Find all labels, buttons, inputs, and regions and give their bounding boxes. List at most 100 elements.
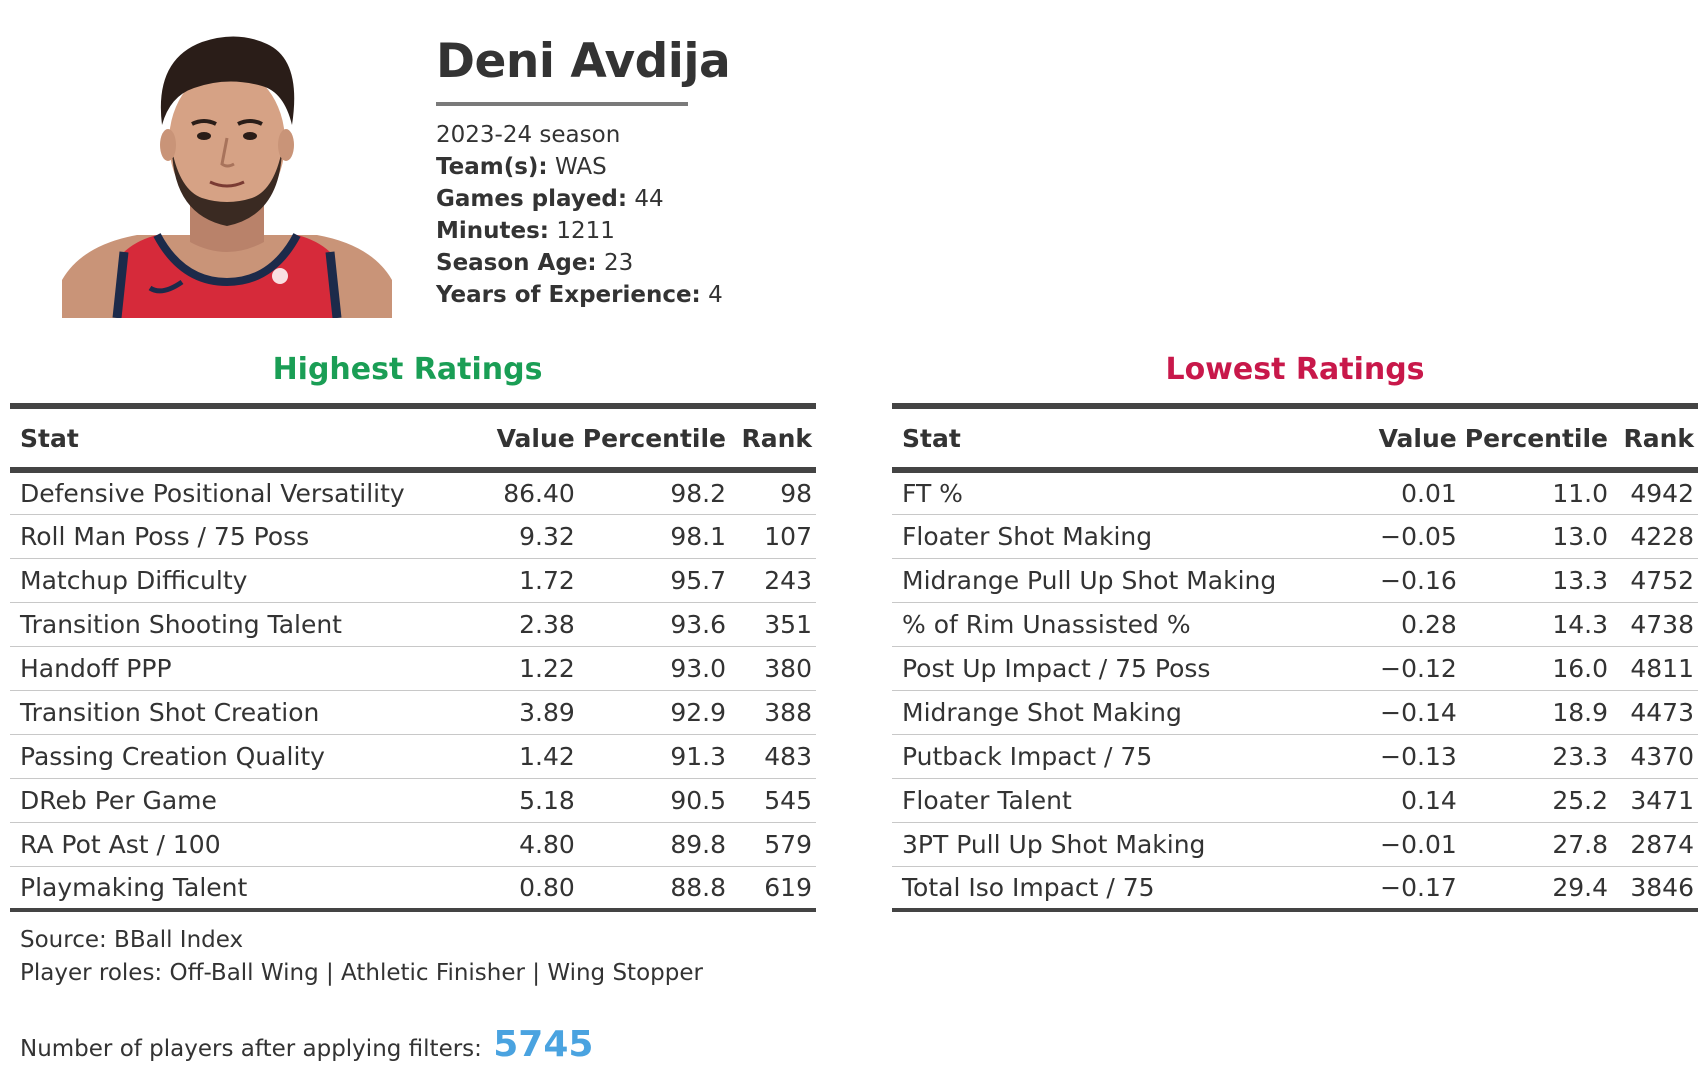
bio-label: Games played:: [436, 186, 628, 212]
cell-stat: Midrange Shot Making: [892, 690, 1333, 735]
player-count-line: Number of players after applying filters…: [20, 1024, 593, 1065]
cell-value: 1.22: [450, 646, 579, 691]
header-rank: Rank: [1612, 403, 1698, 473]
cell-percentile: 27.8: [1460, 822, 1612, 867]
bio-value: 4: [708, 282, 723, 308]
cell-value: 0.14: [1332, 778, 1461, 823]
cell-rank: 98: [730, 470, 816, 515]
bio-value: 23: [603, 250, 634, 276]
player-headshot-icon: [62, 36, 392, 318]
cell-value: −0.05: [1332, 514, 1461, 559]
bio-value: 44: [634, 186, 664, 212]
bio-row-minutes: Minutes: 1211: [436, 215, 723, 247]
cell-rank: 243: [730, 558, 816, 603]
cell-rank: 4752: [1612, 558, 1698, 603]
table-row: DReb Per Game 5.18 90.5 545: [10, 778, 816, 823]
cell-rank: 4738: [1612, 602, 1698, 647]
cell-value: −0.17: [1332, 866, 1461, 912]
cell-stat: Transition Shooting Talent: [10, 602, 451, 647]
cell-rank: 483: [730, 734, 816, 779]
table-header-row: Stat Value Percentile Rank: [892, 403, 1698, 473]
cell-percentile: 98.1: [578, 514, 730, 559]
cell-rank: 4228: [1612, 514, 1698, 559]
cell-value: 5.18: [450, 778, 579, 823]
cell-rank: 107: [730, 514, 816, 559]
bio-row-age: Season Age: 23: [436, 247, 723, 279]
table-header-row: Stat Value Percentile Rank: [10, 403, 816, 473]
cell-percentile: 25.2: [1460, 778, 1612, 823]
cell-value: 0.80: [450, 866, 579, 912]
cell-percentile: 11.0: [1460, 470, 1612, 515]
header-rank: Rank: [730, 403, 816, 473]
table-row: Putback Impact / 75 −0.13 23.3 4370: [892, 734, 1698, 779]
cell-percentile: 89.8: [578, 822, 730, 867]
bio-label: Team(s):: [436, 154, 548, 180]
cell-stat: 3PT Pull Up Shot Making: [892, 822, 1333, 867]
cell-rank: 388: [730, 690, 816, 735]
table-row: 3PT Pull Up Shot Making −0.01 27.8 2874: [892, 822, 1698, 867]
cell-percentile: 88.8: [578, 866, 730, 912]
table-row: Midrange Shot Making −0.14 18.9 4473: [892, 690, 1698, 735]
cell-value: 0.28: [1332, 602, 1461, 647]
table-row: Passing Creation Quality 1.42 91.3 483: [10, 734, 816, 779]
cell-stat: Roll Man Poss / 75 Poss: [10, 514, 451, 559]
player-photo: [62, 30, 392, 318]
season-label: 2023-24 season: [436, 122, 621, 148]
header-stat: Stat: [10, 403, 451, 473]
table-row: Total Iso Impact / 75 −0.17 29.4 3846: [892, 866, 1698, 912]
header-value: Value: [450, 403, 579, 473]
cell-value: 2.38: [450, 602, 579, 647]
footer: Source: BBall Index Player roles: Off-Ba…: [20, 924, 703, 990]
cell-stat: % of Rim Unassisted %: [892, 602, 1333, 647]
table-row: Transition Shooting Talent 2.38 93.6 351: [10, 602, 816, 647]
cell-value: −0.14: [1332, 690, 1461, 735]
cell-stat: Midrange Pull Up Shot Making: [892, 558, 1333, 603]
cell-rank: 4370: [1612, 734, 1698, 779]
table-row: Handoff PPP 1.22 93.0 380: [10, 646, 816, 691]
header-value: Value: [1332, 403, 1461, 473]
cell-value: 1.72: [450, 558, 579, 603]
cell-rank: 4942: [1612, 470, 1698, 515]
cell-percentile: 91.3: [578, 734, 730, 779]
bio-row-games: Games played: 44: [436, 183, 723, 215]
lowest-rows: FT % 0.01 11.0 4942 Floater Shot Making −0.0…: [892, 470, 1698, 912]
cell-stat: Playmaking Talent: [10, 866, 451, 912]
table-row: RA Pot Ast / 100 4.80 89.8 579: [10, 822, 816, 867]
cell-stat: Floater Shot Making: [892, 514, 1333, 559]
cell-rank: 545: [730, 778, 816, 823]
cell-rank: 3471: [1612, 778, 1698, 823]
player-count-label: Number of players after applying filters…: [20, 1036, 482, 1062]
bio-row-team: Team(s): WAS: [436, 151, 723, 183]
source-note: Source: BBall Index: [20, 927, 244, 953]
lowest-ratings-table: Stat Value Percentile Rank FT % 0.01 11.0 4…: [892, 403, 1698, 912]
bio-label: Years of Experience:: [436, 282, 701, 308]
highest-ratings-table: Stat Value Percentile Rank Defensive Pos…: [10, 403, 816, 912]
table-row: % of Rim Unassisted % 0.28 14.3 4738: [892, 602, 1698, 647]
cell-rank: 619: [730, 866, 816, 912]
player-count-value: 5745: [493, 1024, 594, 1065]
cell-percentile: 29.4: [1460, 866, 1612, 912]
cell-stat: Passing Creation Quality: [10, 734, 451, 779]
cell-rank: 2874: [1612, 822, 1698, 867]
table-row: Matchup Difficulty 1.72 95.7 243: [10, 558, 816, 603]
cell-stat: Transition Shot Creation: [10, 690, 451, 735]
cell-percentile: 92.9: [578, 690, 730, 735]
cell-value: 3.89: [450, 690, 579, 735]
player-name: Deni Avdija: [436, 34, 731, 89]
cell-percentile: 23.3: [1460, 734, 1612, 779]
table-row: FT % 0.01 11.0 4942: [892, 470, 1698, 515]
header-percentile: Percentile: [1460, 403, 1612, 473]
player-bio: 2023-24 season Team(s): WAS Games played…: [436, 119, 723, 311]
table-row: Transition Shot Creation 3.89 92.9 388: [10, 690, 816, 735]
cell-stat: Total Iso Impact / 75: [892, 866, 1333, 912]
cell-percentile: 95.7: [578, 558, 730, 603]
cell-value: 4.80: [450, 822, 579, 867]
cell-value: 1.42: [450, 734, 579, 779]
cell-stat: Matchup Difficulty: [10, 558, 451, 603]
cell-value: −0.12: [1332, 646, 1461, 691]
cell-percentile: 16.0: [1460, 646, 1612, 691]
cell-percentile: 98.2: [578, 470, 730, 515]
cell-value: −0.13: [1332, 734, 1461, 779]
cell-rank: 4473: [1612, 690, 1698, 735]
cell-value: −0.01: [1332, 822, 1461, 867]
